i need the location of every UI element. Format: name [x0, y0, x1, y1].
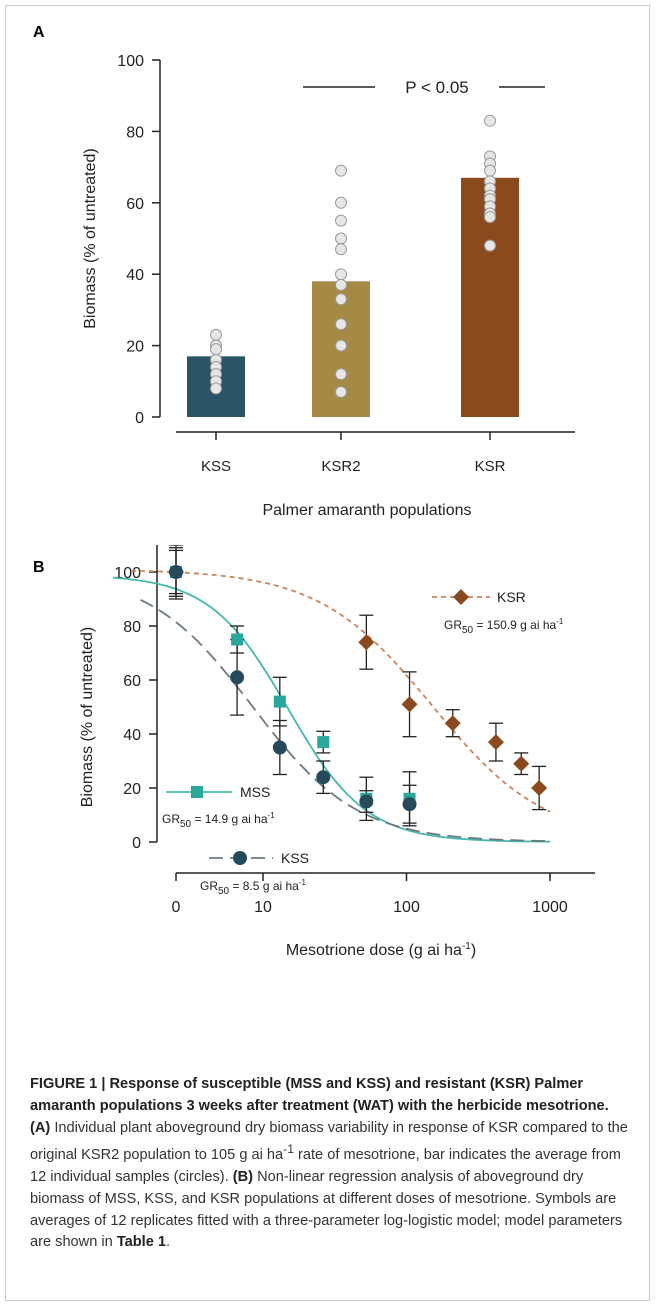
point-ksr	[513, 755, 530, 772]
y-tick-label: 0	[132, 835, 141, 852]
fit-curve-ksr	[130, 569, 551, 813]
figure-frame	[5, 5, 650, 1301]
legend-label-ksr: KSR	[497, 589, 526, 605]
legend-marker-mss	[191, 786, 203, 798]
sample-point-kss	[210, 328, 222, 341]
point-mss	[273, 695, 286, 708]
y-tick-label: 20	[126, 339, 144, 356]
x-tick-label: 1000	[532, 899, 568, 916]
sample-point-ksr	[484, 239, 496, 252]
y-tick-label: 80	[123, 619, 141, 636]
x-axis-label: Palmer amaranth populations	[262, 502, 471, 519]
legend-gr50-ksr: GR50 = 150.9 g ai ha-1	[444, 617, 564, 636]
point-kss	[359, 794, 374, 809]
point-kss	[230, 670, 245, 685]
sample-point-kss	[210, 382, 222, 395]
figure-caption: FIGURE 1 | Response of susceptible (MSS …	[30, 1074, 630, 1254]
panel-a-letter: A	[33, 24, 45, 41]
sample-point-ksr2	[335, 214, 347, 227]
legend-label-kss: KSS	[281, 850, 309, 866]
x-tick-label: KSS	[201, 458, 231, 475]
x-tick-label: 10	[254, 899, 272, 916]
fit-curve-kss	[140, 598, 551, 842]
y-tick-label: 60	[123, 673, 141, 690]
caption-a-text-2: rate of mesotrione, bar indicates the av…	[30, 1147, 621, 1186]
point-ksr	[487, 734, 504, 751]
point-kss	[272, 740, 287, 755]
caption-figure-label: FIGURE 1 | Response of susceptible (MSS …	[30, 1076, 609, 1114]
legend-gr50-mss: GR50 = 14.9 g ai ha-1	[162, 811, 275, 830]
y-tick-label: 20	[123, 781, 141, 798]
x-tick-label: 0	[172, 899, 181, 916]
y-tick-label: 0	[135, 410, 144, 427]
sample-point-ksr2	[335, 268, 347, 281]
y-tick-label: 40	[126, 267, 144, 284]
point-ksr	[444, 715, 461, 732]
x-axis-label: Mesotrione dose (g ai ha-1)	[286, 941, 476, 959]
caption-table-ref: Table 1	[116, 1234, 167, 1251]
x-tick-label: 100	[393, 899, 420, 916]
point-ksr	[401, 696, 418, 713]
legend-marker-kss	[233, 851, 247, 865]
sample-point-ksr2	[335, 293, 347, 306]
caption-b-text-1: Non-linear regression analysis of aboveg…	[30, 1169, 623, 1251]
y-tick-label: 60	[126, 196, 144, 213]
sample-point-ksr2	[335, 386, 347, 399]
x-tick-label: KSR	[475, 458, 506, 475]
sample-point-ksr2	[335, 243, 347, 256]
sample-point-ksr2	[335, 339, 347, 352]
caption-a-text-1: Individual plant aboveground dry biomass…	[30, 1119, 628, 1164]
y-tick-label: 100	[117, 53, 144, 70]
sample-point-ksr	[484, 114, 496, 127]
caption-a-tag: (A)	[30, 1119, 51, 1136]
caption-b-tag: (B)	[232, 1169, 254, 1186]
sample-point-ksr	[484, 164, 496, 177]
point-kss	[316, 770, 331, 785]
sample-point-ksr	[484, 211, 496, 224]
point-kss	[402, 797, 417, 812]
legend-gr50-kss: GR50 = 8.5 g ai ha-1	[200, 878, 307, 897]
point-kss	[169, 565, 183, 579]
sample-point-ksr2	[335, 278, 347, 291]
fit-curve-mss	[112, 576, 551, 843]
sample-point-ksr2	[335, 318, 347, 331]
point-mss	[317, 736, 330, 749]
sample-point-kss	[210, 343, 222, 356]
y-axis-label: Biomass (% of untreated)	[82, 148, 99, 329]
panel-a-bar-chart: 0 20 40 60 80 100 KSS KSR2 KSR Palmer amaranth po…	[82, 53, 575, 519]
x-tick-label: KSR2	[321, 458, 360, 475]
y-axis-label: Biomass (% of untreated)	[79, 627, 96, 808]
legend-marker-ksr	[453, 589, 469, 605]
significance-label: P < 0.05	[405, 78, 469, 97]
point-ksr	[531, 780, 548, 796]
point-mss	[231, 633, 244, 646]
y-tick-label: 80	[126, 124, 144, 141]
sample-point-ksr2	[335, 368, 347, 381]
legend-label-mss: MSS	[240, 784, 270, 800]
panel-b-letter: B	[33, 559, 45, 576]
sample-point-ksr2	[335, 164, 347, 177]
sample-point-ksr2	[335, 196, 347, 209]
sample-point-ksr2	[335, 232, 347, 245]
caption-a-sup: -1	[283, 1142, 294, 1157]
y-tick-label: 40	[123, 727, 141, 744]
caption-end: .	[166, 1234, 171, 1251]
point-ksr	[358, 634, 375, 651]
